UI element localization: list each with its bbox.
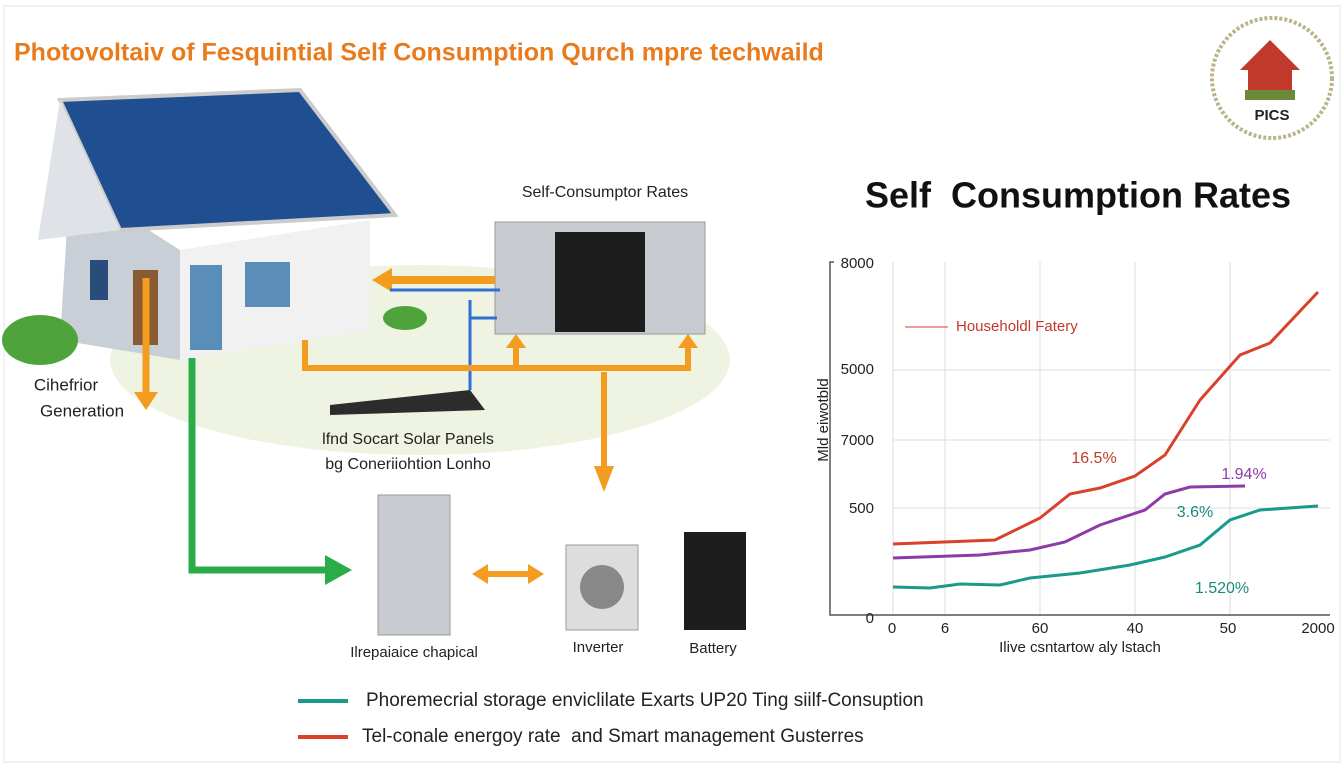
legend-text: Phoremecrial storage enviclilate Exarts …: [366, 690, 924, 711]
label: lfnd Socart Solar Panels: [322, 431, 494, 448]
x-label: 40: [1127, 620, 1144, 637]
chart-title: Self Consumption Rates: [865, 175, 1291, 216]
logo: PICS: [1210, 16, 1334, 140]
x-axis-label: Ilive csntartow aly lstach: [999, 639, 1161, 656]
x-label: 2000: [1301, 620, 1334, 637]
label: Ilrepaiaice chapical: [350, 644, 478, 661]
annotation: 1.520%: [1195, 580, 1249, 597]
y-label: 500: [849, 500, 874, 517]
title: Photovoltaiv of Fesquintial Self Consump…: [14, 39, 824, 67]
y-label: 5000: [841, 361, 874, 378]
house-illustration: [2, 87, 746, 636]
label: Generation: [40, 401, 124, 420]
logo-text: PICS: [1254, 107, 1289, 124]
x-label: 60: [1032, 620, 1049, 637]
x-label: 6: [941, 620, 949, 637]
label: Cihefrior: [34, 375, 99, 394]
y-axis-label: Mld eiwotbld: [815, 378, 832, 461]
annotation: 3.6%: [1177, 504, 1213, 521]
series-label: Householdl Fatery: [956, 318, 1078, 335]
x-label: 50: [1220, 620, 1237, 637]
label: bg Coneriiohtion Lonho: [325, 456, 491, 473]
label: Inverter: [573, 639, 624, 656]
y-label: 0: [866, 610, 874, 627]
label: Battery: [689, 640, 737, 657]
x-label: 0: [888, 620, 896, 637]
chart-lines: [892, 290, 1320, 590]
annotation: 1.94%: [1221, 466, 1266, 483]
label: Self-Consumptor Rates: [522, 184, 688, 201]
y-label: 7000: [841, 432, 874, 449]
legend-text: Tel-conale energoy rate and Smart manage…: [362, 726, 864, 747]
annotation: 16.5%: [1071, 450, 1116, 467]
y-label: 8000: [841, 255, 874, 272]
chart-grid: [829, 261, 1330, 616]
